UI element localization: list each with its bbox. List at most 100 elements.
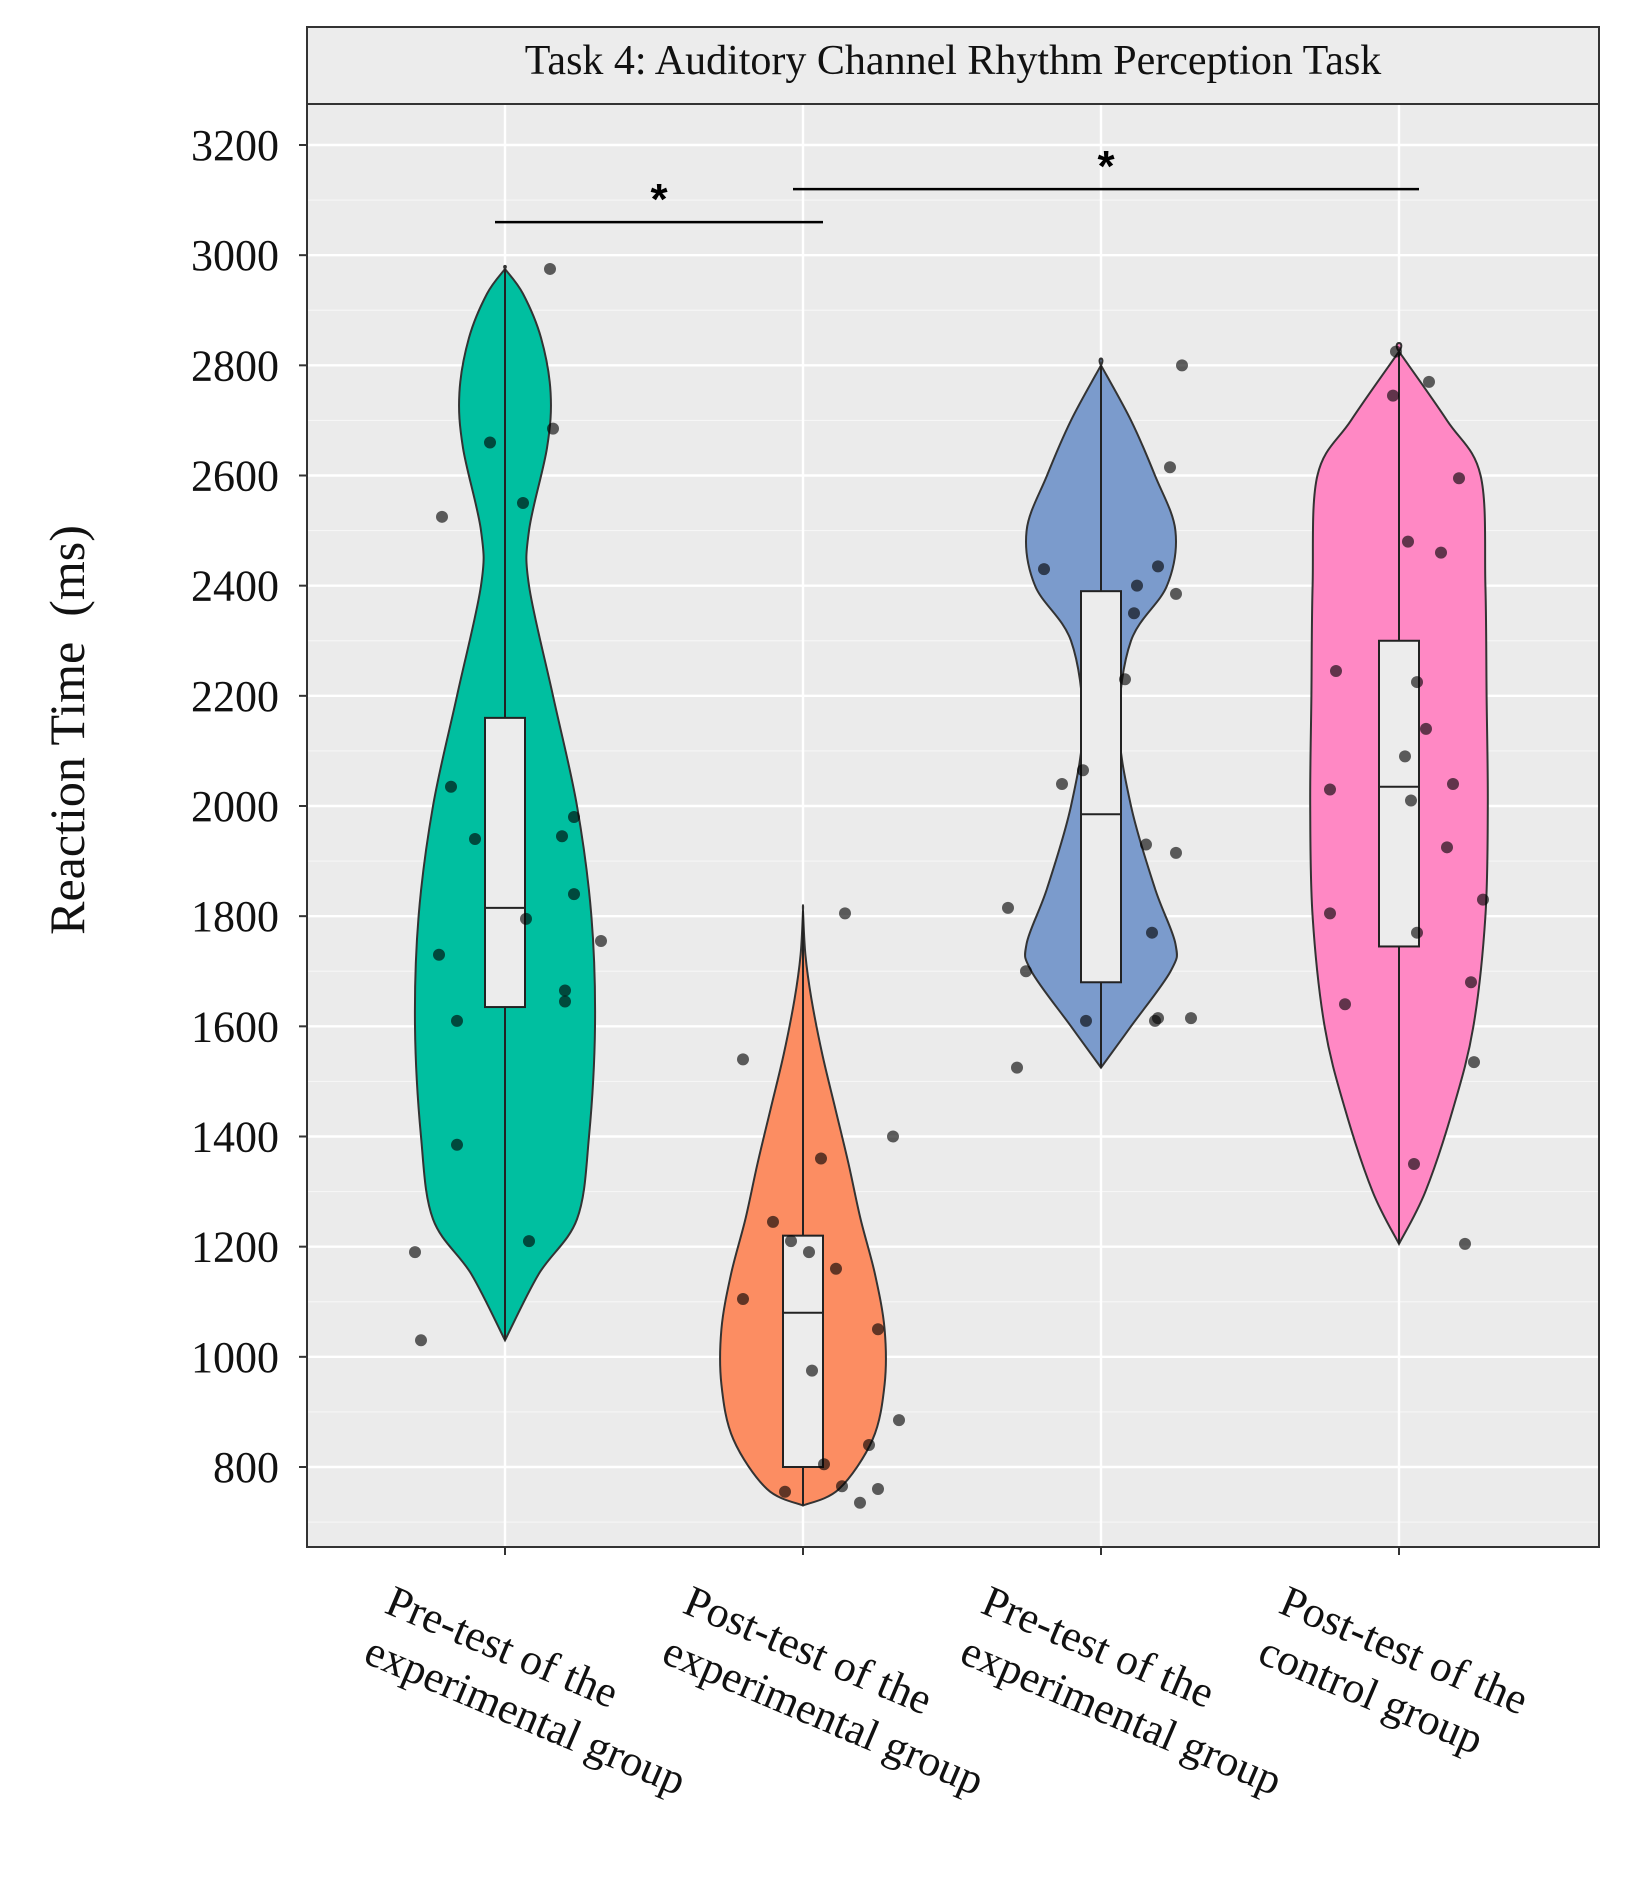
y-tick-label: 2800 <box>191 341 279 390</box>
data-point <box>1468 1056 1480 1069</box>
data-point <box>863 1438 875 1451</box>
data-point <box>803 1246 815 1259</box>
data-point <box>409 1246 421 1259</box>
data-point <box>451 1138 463 1151</box>
y-tick-label: 3000 <box>191 231 279 280</box>
data-point <box>1387 389 1399 402</box>
violins <box>413 264 1489 1507</box>
y-tick-label: 1200 <box>191 1223 279 1272</box>
data-point <box>520 912 532 925</box>
data-point <box>436 510 448 523</box>
data-point <box>893 1414 905 1427</box>
data-point <box>1465 976 1477 989</box>
y-tick-label: 3200 <box>191 121 279 170</box>
data-point <box>1038 563 1050 576</box>
data-point <box>523 1235 535 1248</box>
significance-label: * <box>650 175 668 224</box>
data-point <box>1140 838 1152 851</box>
data-point <box>836 1480 848 1493</box>
data-point <box>1477 893 1489 906</box>
data-point <box>1128 607 1140 620</box>
data-point <box>1020 965 1032 978</box>
data-point <box>1420 722 1432 735</box>
data-point <box>451 1014 463 1027</box>
data-point <box>484 436 496 449</box>
y-tick-label: 1800 <box>191 892 279 941</box>
data-point <box>415 1334 427 1347</box>
data-point <box>517 497 529 510</box>
data-point <box>1164 461 1176 474</box>
data-point <box>872 1323 884 1336</box>
data-point <box>1011 1061 1023 1074</box>
data-point <box>556 830 568 843</box>
y-axis: 800 1000 1200 1400 1600 1800 2000 2200 2400 2600 2… <box>191 121 307 1492</box>
data-point <box>433 948 445 961</box>
violin-group-1 <box>413 264 597 1343</box>
data-point <box>1077 764 1089 777</box>
data-point <box>559 995 571 1008</box>
y-tick-label: 1400 <box>191 1113 279 1162</box>
significance-annotations: ** <box>495 142 1419 224</box>
data-point <box>1390 345 1402 358</box>
data-point <box>1405 794 1417 807</box>
data-point <box>1339 998 1351 1011</box>
data-point <box>1170 587 1182 600</box>
data-point <box>1453 472 1465 485</box>
violin-group-3 <box>1024 357 1178 1070</box>
data-point <box>887 1130 899 1143</box>
violin-group-2 <box>719 904 887 1507</box>
data-point <box>854 1496 866 1509</box>
y-tick-label: 1600 <box>191 1002 279 1051</box>
data-point <box>547 422 559 435</box>
data-points <box>409 262 1489 1509</box>
data-point <box>559 984 571 997</box>
data-point <box>1146 926 1158 939</box>
y-tick-label: 2600 <box>191 452 279 501</box>
data-point <box>806 1364 818 1377</box>
title-strip-background <box>306 26 1600 105</box>
data-point <box>1176 359 1188 372</box>
data-point <box>1399 750 1411 763</box>
box <box>782 1234 824 1469</box>
data-point <box>737 1053 749 1066</box>
data-point <box>568 888 580 901</box>
data-point <box>1447 777 1459 790</box>
data-point <box>1411 676 1423 689</box>
data-point <box>1080 1014 1092 1027</box>
data-point <box>767 1215 779 1228</box>
data-point <box>1131 579 1143 592</box>
data-point <box>1056 777 1068 790</box>
violin-group-4 <box>1309 341 1489 1247</box>
y-tick-label: 1000 <box>191 1333 279 1382</box>
data-point <box>818 1458 830 1471</box>
title-strip: Task 4: Auditory Channel Rhythm Percepti… <box>306 26 1600 105</box>
data-point <box>1330 665 1342 678</box>
data-point <box>1324 907 1336 920</box>
data-point <box>1185 1012 1197 1025</box>
chart-title: Task 4: Auditory Channel Rhythm Percepti… <box>525 38 1382 84</box>
y-tick-label: 800 <box>213 1443 279 1492</box>
data-point <box>839 907 851 920</box>
y-tick-label: 2000 <box>191 782 279 831</box>
data-point <box>830 1262 842 1275</box>
data-point <box>1002 901 1014 914</box>
y-tick-label: 2400 <box>191 562 279 611</box>
data-point <box>872 1483 884 1496</box>
data-point <box>785 1235 797 1248</box>
y-axis-label: Reaction Time (ms) <box>39 525 95 935</box>
data-point <box>815 1152 827 1165</box>
box <box>1378 639 1420 948</box>
data-point <box>737 1292 749 1305</box>
significance-label: * <box>1097 142 1115 191</box>
data-point <box>1423 375 1435 388</box>
box <box>1080 590 1122 984</box>
data-point <box>1411 926 1423 939</box>
data-point <box>595 934 607 947</box>
data-point <box>544 262 556 275</box>
data-point <box>445 780 457 793</box>
plot-panel-border <box>306 103 1600 1548</box>
y-tick-label: 2200 <box>191 672 279 721</box>
data-point <box>1408 1158 1420 1171</box>
data-point <box>1152 560 1164 573</box>
